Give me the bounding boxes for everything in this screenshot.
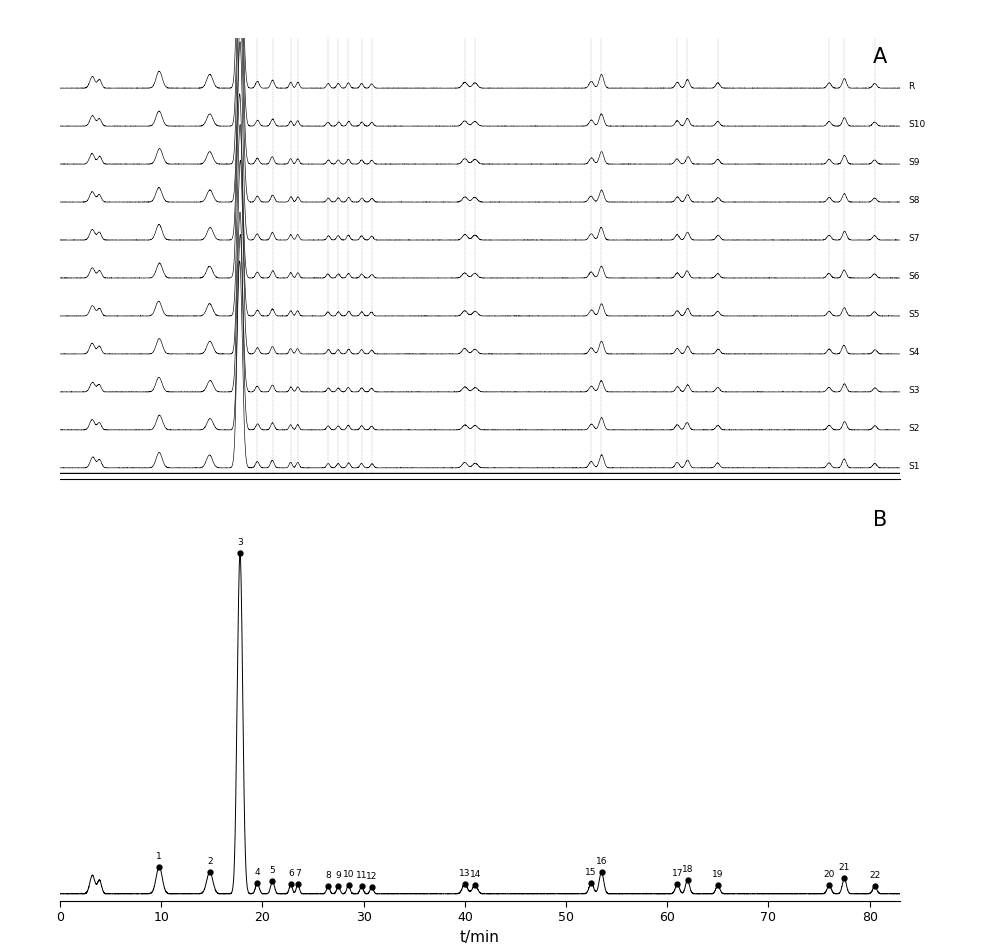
Text: 12: 12 <box>366 872 377 881</box>
Text: S4: S4 <box>908 348 919 357</box>
Text: S3: S3 <box>908 386 920 395</box>
Text: 7: 7 <box>295 869 301 878</box>
Text: S2: S2 <box>908 424 919 433</box>
Text: A: A <box>873 46 887 66</box>
Text: S7: S7 <box>908 234 920 244</box>
Text: S6: S6 <box>908 272 920 282</box>
Text: S9: S9 <box>908 158 920 168</box>
X-axis label: t/min: t/min <box>460 930 500 944</box>
Text: 6: 6 <box>288 869 294 878</box>
Text: 10: 10 <box>343 870 354 879</box>
Text: S1: S1 <box>908 463 920 471</box>
Text: 9: 9 <box>335 871 341 880</box>
Text: S5: S5 <box>908 310 920 319</box>
Text: 15: 15 <box>585 867 597 877</box>
Text: 22: 22 <box>869 871 880 881</box>
Text: 3: 3 <box>237 538 243 547</box>
Text: 13: 13 <box>459 869 470 878</box>
Text: 4: 4 <box>255 867 260 877</box>
Text: 18: 18 <box>682 865 693 874</box>
Text: 14: 14 <box>470 870 481 879</box>
Text: 19: 19 <box>712 870 724 879</box>
Text: 20: 20 <box>823 870 835 879</box>
Text: 17: 17 <box>671 869 683 878</box>
Text: R: R <box>908 82 914 91</box>
Text: 1: 1 <box>156 851 162 861</box>
Text: 21: 21 <box>839 864 850 872</box>
Text: B: B <box>873 510 887 530</box>
Text: 2: 2 <box>207 857 213 866</box>
Text: 5: 5 <box>270 866 275 875</box>
Text: S10: S10 <box>908 120 925 129</box>
Text: S8: S8 <box>908 196 920 206</box>
Text: 11: 11 <box>356 871 367 880</box>
Text: 8: 8 <box>325 871 331 880</box>
Text: 16: 16 <box>596 857 607 866</box>
